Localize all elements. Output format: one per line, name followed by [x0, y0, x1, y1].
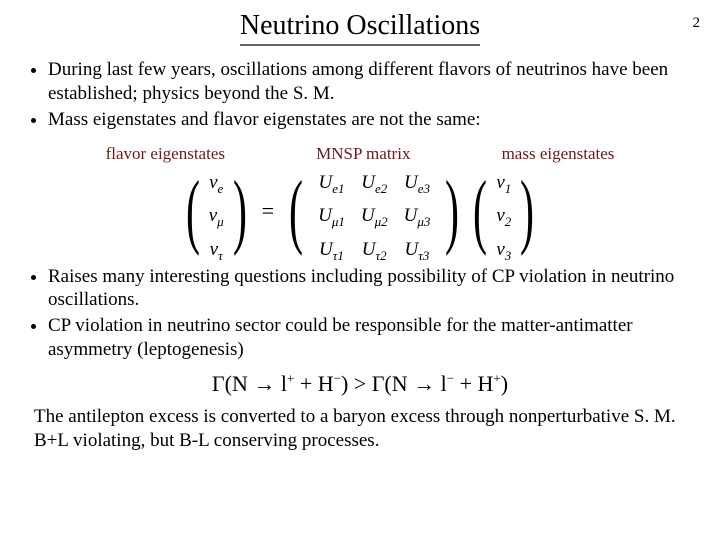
list-item: CP violation in neutrino sector could be… — [48, 314, 720, 362]
list-item: Raises many interesting questions includ… — [48, 265, 720, 313]
bottom-bullet-list: Raises many interesting questions includ… — [0, 265, 720, 362]
mnsp-matrix: Ue1 Uμ1 Uτ1 Ue2 Uμ2 Uτ2 Ue3 Uμ3 Uτ3 — [310, 169, 438, 253]
mnsp-matrix-label: MNSP matrix — [316, 143, 410, 164]
matrix-labels-row: flavor eigenstates MNSP matrix mass eige… — [0, 139, 720, 164]
matrix-equation: ( νe νμ ντ ) = ( Ue1 Uμ1 Uτ1 Ue2 Uμ2 Uτ2… — [0, 169, 720, 253]
flavor-column: νe νμ ντ — [207, 169, 226, 253]
flavor-eigenstates-label: flavor eigenstates — [106, 143, 225, 164]
list-item: During last few years, oscillations amon… — [48, 58, 720, 106]
page-number: 2 — [693, 14, 701, 33]
mass-column: ν1 ν2 ν3 — [494, 169, 513, 253]
list-item: Mass eigenstates and flavor eigenstates … — [48, 108, 720, 132]
page-title: Neutrino Oscillations — [240, 8, 480, 46]
decay-inequality: Γ(N → l+ + H−) > Γ(N → l− + H+) — [0, 370, 720, 398]
top-bullet-list: During last few years, oscillations amon… — [0, 58, 720, 131]
closing-paragraph: The antilepton excess is converted to a … — [0, 405, 720, 453]
mass-eigenstates-label: mass eigenstates — [502, 143, 615, 164]
